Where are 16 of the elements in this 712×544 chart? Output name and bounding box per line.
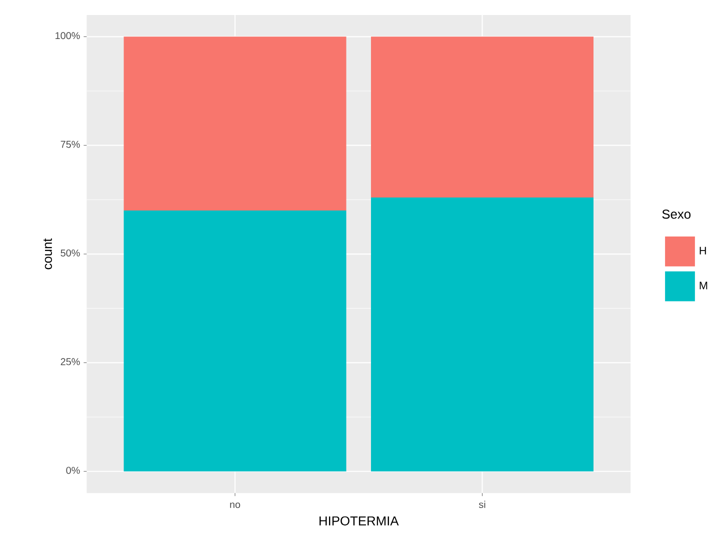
- bar: [370, 198, 594, 472]
- bar: [124, 210, 346, 472]
- bar: [370, 36, 594, 198]
- y-axis-title: count: [43, 238, 52, 270]
- x-axis-title: HIPOTERMIA: [320, 516, 399, 526]
- y-tick-label: 50%: [60, 250, 80, 257]
- bar: [124, 36, 346, 211]
- y-tick-label: 100%: [56, 32, 80, 40]
- y-tick-label: 0%: [66, 466, 80, 474]
- text: H: [700, 246, 706, 254]
- legend-title: Sexo: [662, 210, 691, 219]
- y-tick-label: 75%: [60, 140, 80, 148]
- y-tick-label: 25%: [60, 358, 80, 366]
- x-tick-label: no: [230, 502, 240, 508]
- x-tick-label: si: [478, 500, 486, 508]
- text: M: [700, 282, 708, 290]
